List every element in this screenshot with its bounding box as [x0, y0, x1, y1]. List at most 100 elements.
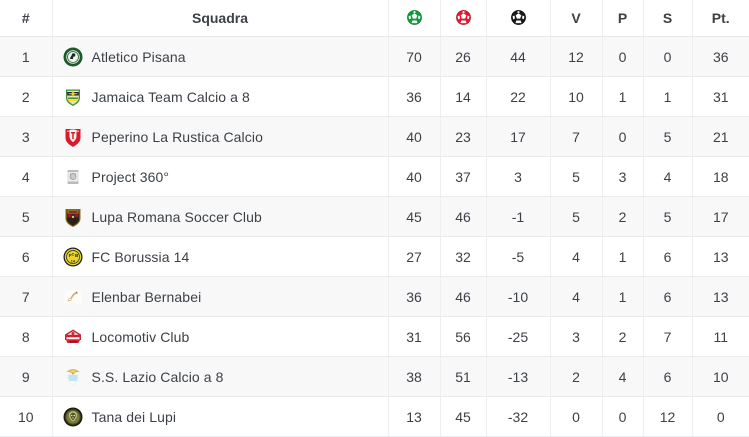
column-header-draws[interactable]: P	[602, 0, 644, 37]
column-header-goals-against[interactable]	[440, 0, 487, 37]
row-team[interactable]: Locomotiv Club	[52, 316, 389, 357]
row-team[interactable]: F C B 14 FC Borussia 14	[52, 236, 389, 277]
table-row[interactable]: 1 Atletico Pisana 70 26 44 12 0 0 36	[0, 36, 749, 77]
row-rank: 9	[0, 356, 53, 397]
elenbar-bernabei-logo	[63, 287, 83, 307]
row-losses-value: 7	[663, 328, 672, 345]
row-goals-against: 46	[440, 196, 487, 237]
row-goal-difference-value: -10	[507, 288, 529, 305]
row-goals-against: 32	[440, 236, 487, 277]
row-goals-for-value: 36	[406, 88, 422, 105]
row-draws: 2	[602, 316, 644, 357]
row-losses-value: 0	[663, 48, 672, 65]
table-row[interactable]: 5 Lupa Romana Soccer Club 45 46 -1 5 2 5 17	[0, 196, 749, 237]
table-row[interactable]: 7 Elenbar Bernabei 36 46 -10 4 1 6 13	[0, 276, 749, 317]
column-header-losses[interactable]: S	[643, 0, 693, 37]
row-goal-difference-value: -32	[507, 408, 529, 425]
row-points: 11	[692, 316, 749, 357]
row-wins: 4	[550, 276, 603, 317]
row-team-name: FC Borussia 14	[91, 248, 190, 265]
row-draws: 1	[602, 76, 644, 117]
row-draws: 0	[602, 116, 644, 157]
row-rank: 8	[0, 316, 53, 357]
column-header-goals-for[interactable]	[388, 0, 441, 37]
row-rank-value: 9	[21, 368, 30, 385]
row-goals-against-value: 37	[455, 168, 471, 185]
column-header-team[interactable]: Squadra	[52, 0, 389, 37]
soccer-ball-green-icon	[406, 10, 422, 26]
row-goals-for-value: 13	[406, 408, 422, 425]
project-360-logo	[63, 167, 83, 187]
locomotiv-club-logo	[63, 327, 83, 347]
table-row[interactable]: 4 Project 360° 40 37 3 5 3 4 18	[0, 156, 749, 197]
row-losses: 5	[643, 116, 693, 157]
row-team[interactable]: Tana dei Lupi	[52, 396, 389, 437]
row-team[interactable]: Jamaica Team Calcio a 8	[52, 76, 389, 117]
row-rank-value: 8	[21, 328, 30, 345]
row-draws: 1	[602, 236, 644, 277]
row-losses-value: 12	[659, 408, 676, 425]
row-losses: 5	[643, 196, 693, 237]
row-goal-difference: -5	[486, 236, 551, 277]
row-points: 21	[692, 116, 749, 157]
table-row[interactable]: 3 Peperino La Rustica Calcio 40 23 17 7 0 5 21	[0, 116, 749, 157]
column-header-points[interactable]: Pt.	[692, 0, 749, 37]
row-losses: 4	[643, 156, 693, 197]
row-rank-value: 4	[21, 168, 30, 185]
row-wins-value: 10	[568, 88, 584, 105]
row-goals-for: 27	[388, 236, 441, 277]
row-goal-difference: 3	[486, 156, 551, 197]
row-wins: 5	[550, 156, 603, 197]
svg-text:14: 14	[70, 259, 75, 263]
row-draws: 0	[602, 396, 644, 437]
row-team[interactable]: Peperino La Rustica Calcio	[52, 116, 389, 157]
row-draws-value: 4	[618, 368, 627, 385]
row-points: 13	[692, 276, 749, 317]
row-points-value: 31	[712, 88, 729, 105]
row-team-name: Tana dei Lupi	[91, 408, 177, 425]
row-wins-value: 0	[572, 408, 580, 425]
atletico-pisana-logo	[63, 47, 83, 67]
table-row[interactable]: 2 Jamaica Team Calcio a 8 36 14 22 10 1 1 31	[0, 76, 749, 117]
row-goal-difference: -1	[486, 196, 551, 237]
row-goals-against-value: 14	[455, 88, 471, 105]
row-losses: 0	[643, 36, 693, 77]
row-team[interactable]: Elenbar Bernabei	[52, 276, 389, 317]
row-points-value: 0	[716, 408, 725, 425]
table-row[interactable]: 9 S.S. Lazio Calcio a 8 38 51 -13 2 4 6 10	[0, 356, 749, 397]
row-team[interactable]: Lupa Romana Soccer Club	[52, 196, 389, 237]
row-team[interactable]: S.S. Lazio Calcio a 8	[52, 356, 389, 397]
row-team[interactable]: Project 360°	[52, 156, 389, 197]
row-losses-value: 6	[663, 288, 672, 305]
row-losses-value: 4	[663, 168, 672, 185]
row-wins: 5	[550, 196, 603, 237]
column-header-goal-difference[interactable]	[486, 0, 551, 37]
row-losses-value: 6	[663, 248, 672, 265]
row-points-value: 13	[712, 248, 729, 265]
row-rank-value: 7	[21, 288, 30, 305]
table-row[interactable]: 6 F C B 14 FC Borussia 14 27 32 -5 4 1 6 13	[0, 236, 749, 277]
table-row[interactable]: 8 Locomotiv Club 31 56 -25 3 2 7 11	[0, 316, 749, 357]
column-header-wins-label: V	[571, 10, 581, 26]
row-wins-value: 3	[572, 328, 580, 345]
row-goals-for: 36	[388, 276, 441, 317]
row-wins-value: 2	[572, 368, 580, 385]
row-draws: 4	[602, 356, 644, 397]
row-goals-for: 40	[388, 156, 441, 197]
column-header-rank[interactable]: #	[0, 0, 53, 37]
row-draws: 3	[602, 156, 644, 197]
row-wins-value: 7	[572, 128, 580, 145]
table-row[interactable]: 10 Tana dei Lupi 13 45 -32 0 0 12 0	[0, 396, 749, 437]
column-header-wins[interactable]: V	[550, 0, 603, 37]
row-goals-against-value: 46	[455, 208, 471, 225]
row-rank: 5	[0, 196, 53, 237]
row-draws: 2	[602, 196, 644, 237]
row-goal-difference: 22	[486, 76, 551, 117]
table-body: 1 Atletico Pisana 70 26 44 12 0 0 36 2 Jamaica T…	[0, 36, 749, 437]
svg-text:C: C	[71, 251, 74, 256]
row-goals-for: 31	[388, 316, 441, 357]
row-goals-for-value: 38	[406, 368, 422, 385]
row-team[interactable]: Atletico Pisana	[52, 36, 389, 77]
row-rank: 1	[0, 36, 53, 77]
row-rank-value: 6	[21, 248, 30, 265]
